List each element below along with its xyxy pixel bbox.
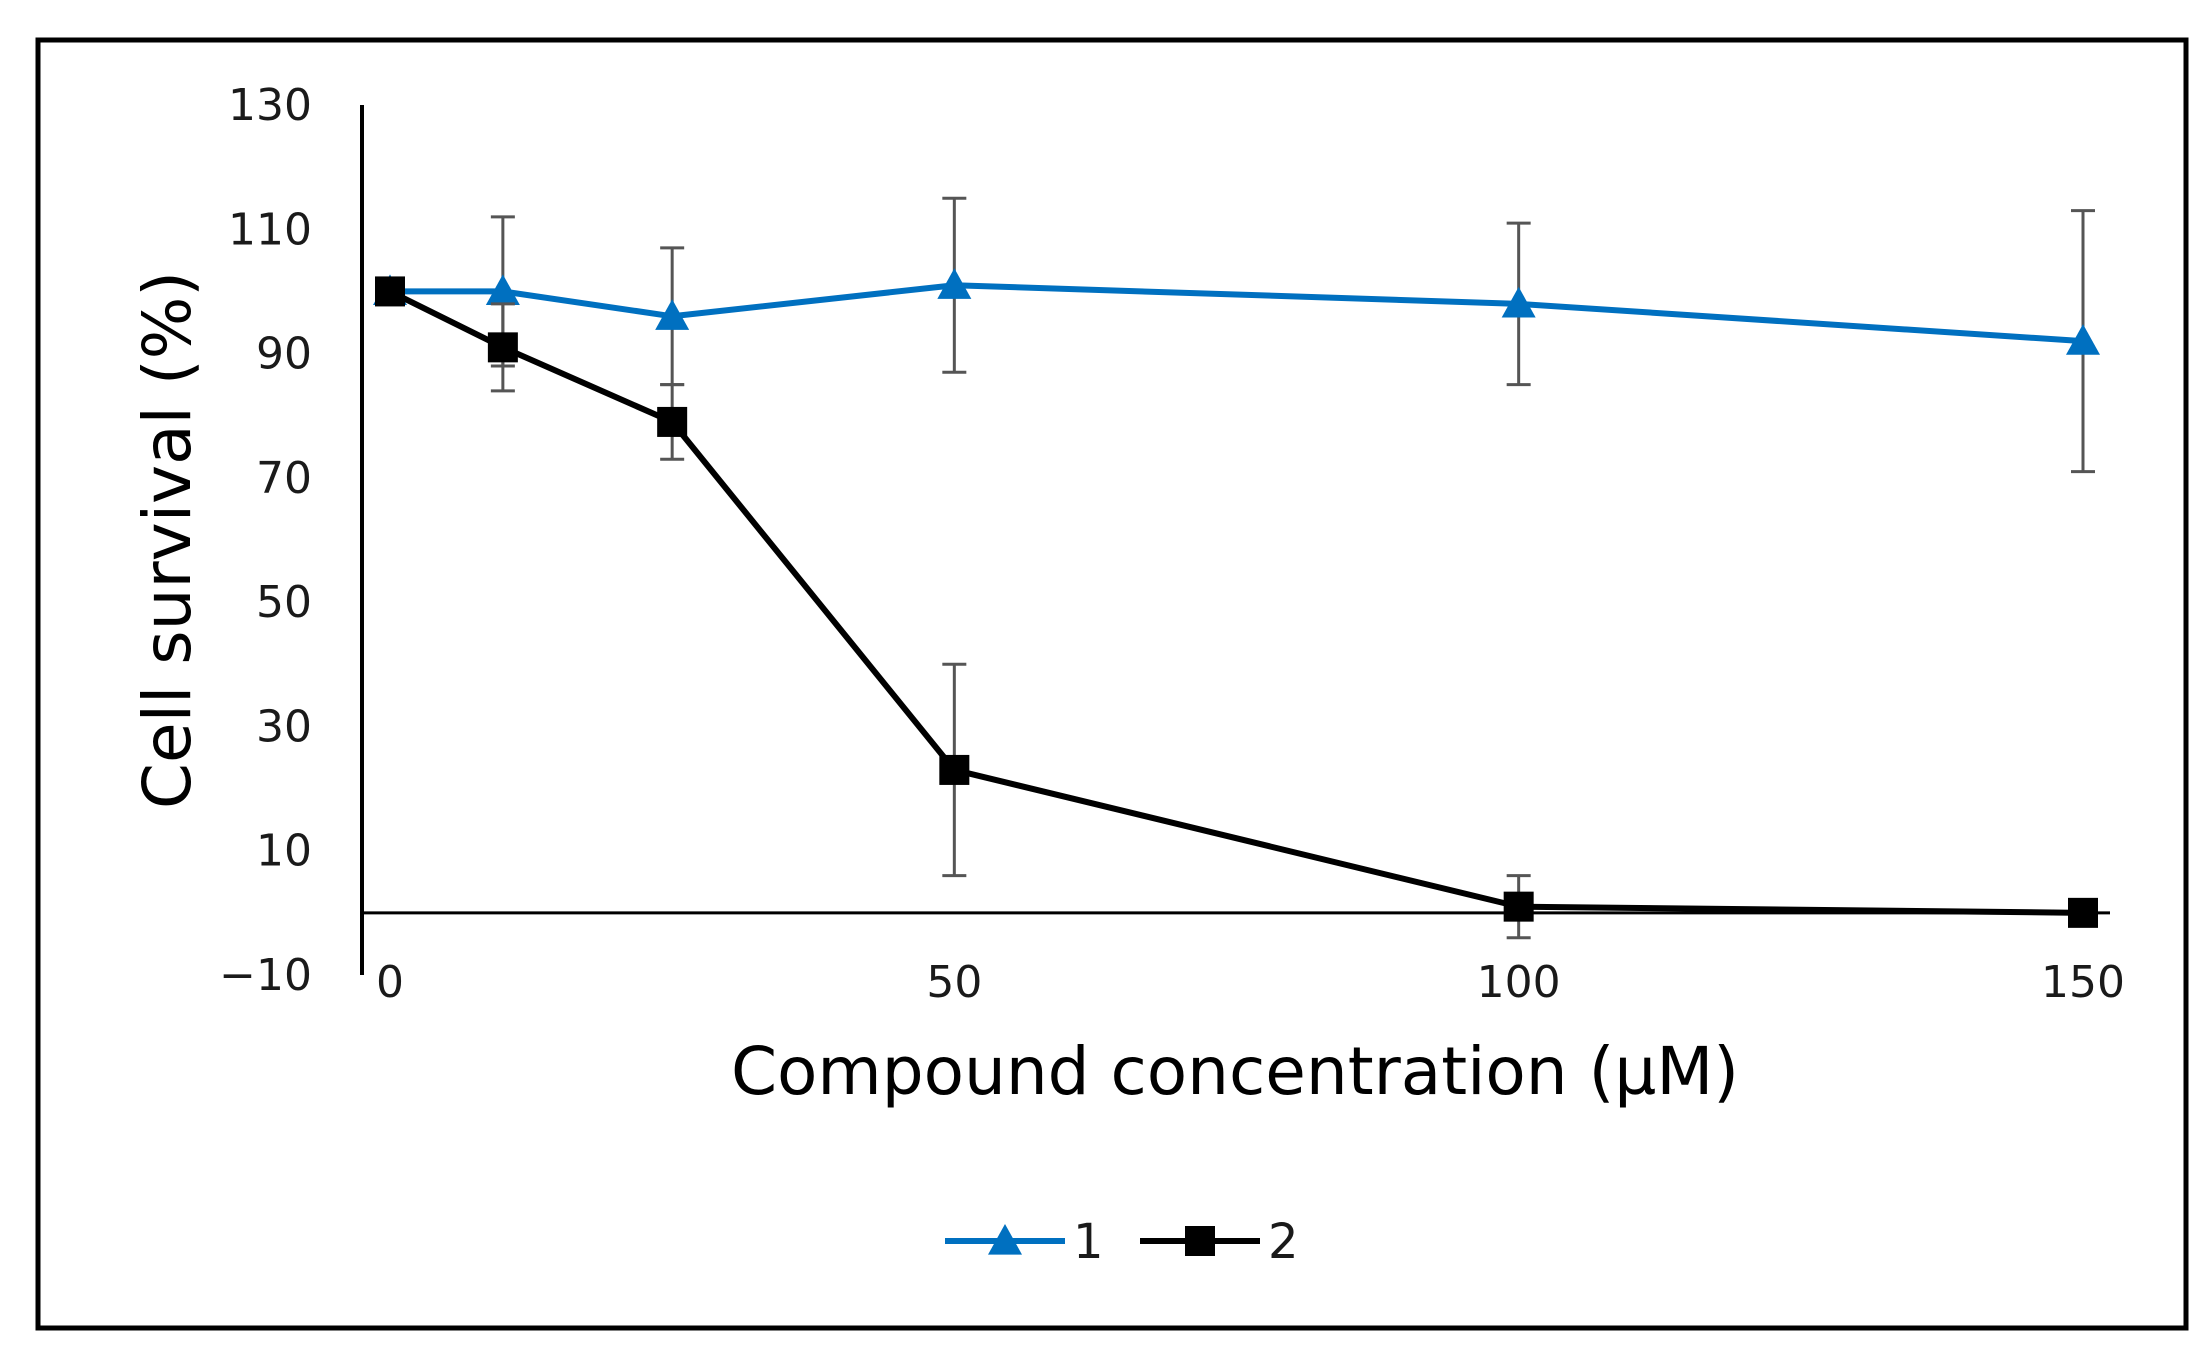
- data-point: [485, 274, 520, 306]
- y-tick-label: 50: [256, 577, 312, 628]
- y-tick-label: 130: [228, 80, 312, 131]
- data-point: [939, 754, 970, 785]
- y-tick-label: 90: [256, 329, 312, 380]
- legend-marker: [988, 1224, 1022, 1255]
- y-tick-label: 70: [256, 453, 312, 504]
- y-tick-label: 110: [228, 204, 312, 255]
- legend-item-1: 1: [945, 1214, 1104, 1270]
- x-tick-label: 50: [926, 957, 982, 1008]
- y-tick-label: −10: [219, 950, 312, 1001]
- y-axis-title: Cell survival (%): [129, 271, 206, 809]
- series-line-2: [388, 288, 2084, 916]
- data-point: [655, 299, 690, 330]
- x-axis-title: Compound concentration (µM): [731, 1033, 1739, 1110]
- series-1: [373, 196, 2100, 474]
- x-tick-label: 100: [1477, 957, 1561, 1008]
- legend-item-2: 2: [1140, 1214, 1299, 1270]
- y-tick-label: 30: [256, 701, 312, 752]
- data-point: [2066, 324, 2100, 355]
- data-point: [937, 268, 972, 299]
- x-tick-label: 0: [376, 957, 404, 1008]
- axes: −10 10 30 50 70 90 110 130 0 50 100 150: [219, 80, 2125, 1008]
- series-line-1: [390, 282, 2084, 345]
- data-point: [657, 406, 688, 437]
- data-point: [375, 276, 405, 307]
- series-2: [375, 276, 2098, 940]
- data-point: [2068, 897, 2098, 928]
- series-layer: [373, 196, 2100, 940]
- chart-frame: [35, 37, 2189, 1331]
- legend-label: 1: [1073, 1214, 1104, 1270]
- data-point: [1503, 891, 1534, 922]
- legend-label: 2: [1268, 1214, 1299, 1270]
- data-point: [1501, 286, 1536, 318]
- legend-marker: [1185, 1226, 1215, 1256]
- y-tick-label: 10: [256, 826, 312, 877]
- x-tick-label: 150: [2041, 957, 2125, 1008]
- data-point: [487, 332, 518, 363]
